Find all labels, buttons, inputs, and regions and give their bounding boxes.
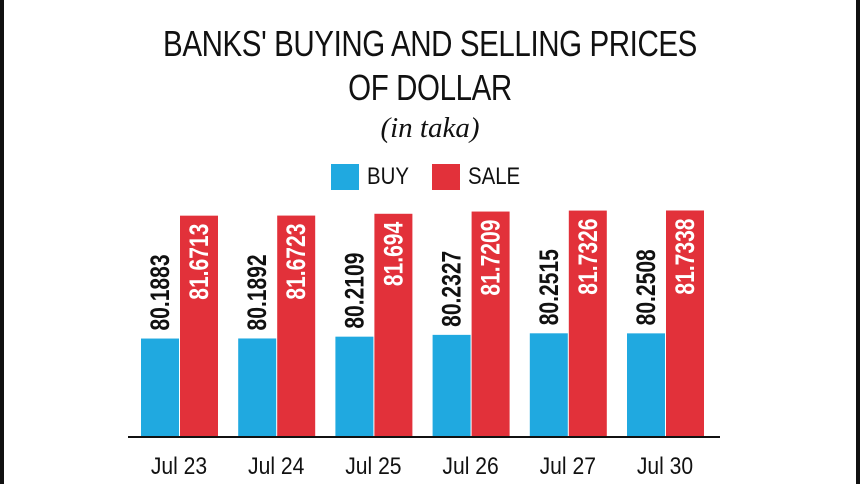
data-label-buy: 80.2508: [632, 249, 662, 325]
x-tick-label: Jul 30: [637, 453, 693, 480]
x-tick-label: Jul 24: [248, 453, 304, 480]
x-tick-label: Jul 25: [345, 453, 401, 480]
data-label-buy: 80.2109: [340, 253, 370, 329]
bar-buy: [432, 334, 471, 437]
x-tick-label: Jul 26: [442, 453, 498, 480]
data-label-buy: 80.2327: [437, 251, 467, 327]
data-label-sale: 81.7326: [573, 219, 603, 295]
bar-sale: [666, 210, 704, 437]
data-label-sale: 81.6723: [282, 224, 312, 300]
bar-sale: [277, 215, 316, 437]
chart-subtitle: (in taka): [380, 112, 480, 144]
bar-buy: [238, 338, 277, 437]
bar-sale: [374, 213, 413, 437]
chart-title-line1: BANKS' BUYING AND SELLING PRICES: [163, 23, 697, 64]
legend-label-buy: BUY: [367, 163, 409, 190]
legend-label-sale: SALE: [468, 163, 521, 190]
left-border: [0, 0, 4, 484]
legend: BUY SALE: [0, 163, 860, 193]
data-label-sale: 81.694: [379, 221, 409, 286]
data-label-buy: 80.1883: [146, 254, 176, 330]
bar-buy: [529, 333, 568, 437]
data-label-sale: 81.7338: [671, 218, 701, 294]
data-label-buy: 80.2515: [534, 249, 564, 325]
legend-swatch-buy: [331, 164, 359, 190]
bar-sale: [180, 215, 218, 437]
data-label-sale: 81.6713: [185, 224, 215, 300]
x-tick-label: Jul 27: [540, 453, 596, 480]
legend-item-sale: SALE: [432, 163, 529, 191]
data-label-buy: 80.1892: [243, 254, 273, 330]
bar-sale: [568, 210, 607, 437]
bar-buy: [335, 336, 374, 437]
x-tick-label: Jul 23: [151, 453, 207, 480]
bar-buy: [627, 333, 665, 437]
legend-swatch-sale: [432, 164, 460, 190]
right-border: [856, 0, 860, 484]
chart-title-line2: OF DOLLAR: [348, 67, 512, 108]
bar-buy: [141, 338, 179, 437]
bar-sale: [471, 211, 510, 437]
data-label-sale: 81.7209: [476, 220, 506, 296]
legend-item-buy: BUY: [331, 163, 416, 191]
